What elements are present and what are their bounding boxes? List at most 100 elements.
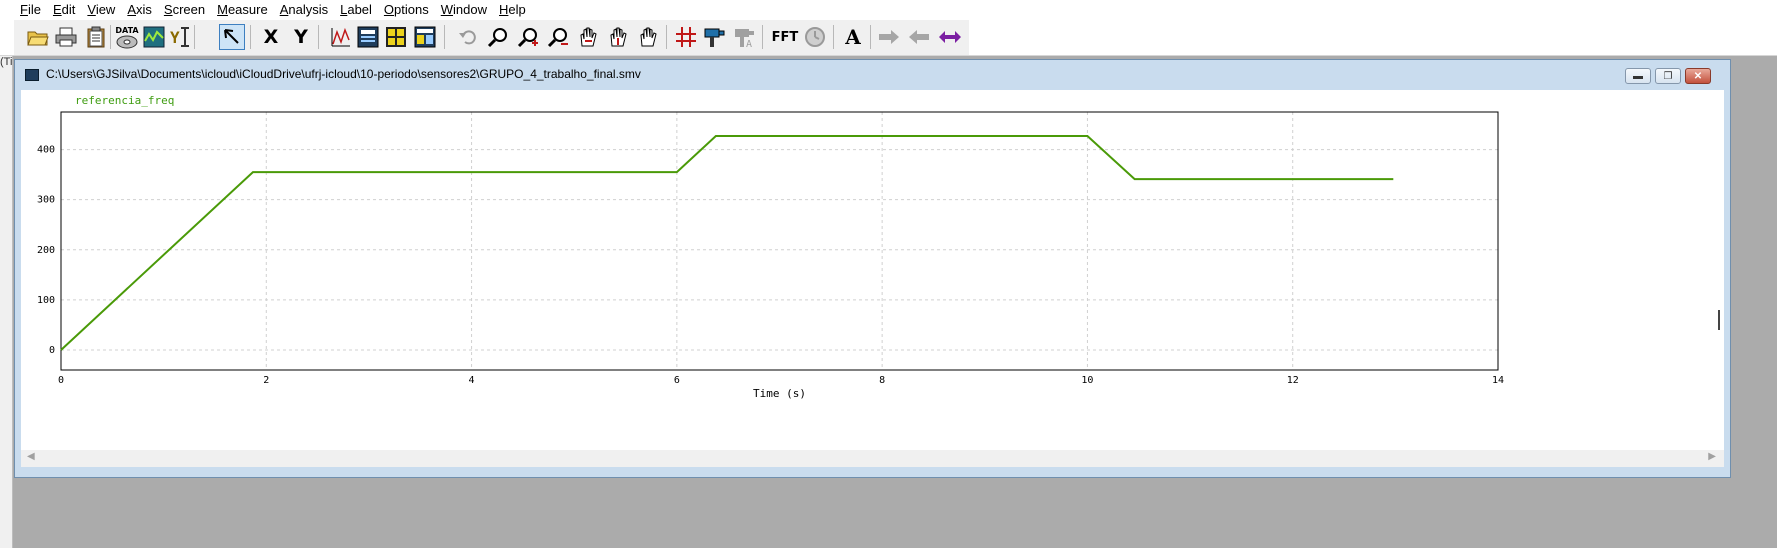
toolbar-separator — [666, 25, 667, 49]
arrow-double-icon[interactable] — [937, 24, 963, 50]
y-axis-label: Y — [294, 26, 308, 48]
menu-screen[interactable]: Screen — [158, 0, 211, 20]
y-tick-label: 0 — [49, 345, 55, 356]
toolbar-separator — [318, 25, 319, 49]
menu-axis-label: xis — [136, 2, 152, 17]
menu-bar: File Edit View Axis Screen Measure Analy… — [0, 0, 1777, 20]
series-legend-label: referencia_freq — [75, 94, 174, 107]
menu-view-mnemonic: V — [87, 2, 96, 17]
crosshair-grid-icon[interactable] — [673, 24, 699, 50]
menu-options-mnemonic: O — [383, 2, 395, 17]
x-axis-label: X — [263, 26, 279, 48]
plot-window: C:\Users\GJSilva\Documents\icloud\iCloud… — [14, 59, 1731, 478]
y-axis-cursor-icon[interactable]: Y — [166, 24, 192, 50]
menu-analysis[interactable]: Analysis — [274, 0, 334, 20]
menu-view-label: iew — [95, 2, 116, 17]
fft-button[interactable]: FFT — [768, 24, 802, 50]
restore-button[interactable]: ❐ — [1655, 68, 1681, 84]
undo-zoom-icon[interactable] — [455, 24, 481, 50]
y-tick-label: 100 — [37, 295, 55, 306]
select-pointer-icon[interactable] — [219, 24, 245, 50]
menu-edit[interactable]: Edit — [47, 0, 81, 20]
menu-analysis-mnemonic: A — [279, 2, 289, 17]
toolbar: DATA Y X Y — [0, 20, 1777, 56]
menu-axis[interactable]: Axis — [121, 0, 158, 20]
display-settings-icon[interactable] — [412, 24, 438, 50]
menu-options[interactable]: Options — [378, 0, 435, 20]
menu-measure-label: easure — [227, 2, 268, 17]
menu-screen-label: creen — [172, 2, 206, 17]
toolbar-separator — [110, 25, 111, 49]
pan-hand-icon[interactable] — [635, 24, 661, 50]
y-tick-label: 200 — [37, 245, 55, 256]
menu-screen-mnemonic: S — [163, 2, 173, 17]
window-titlebar[interactable]: C:\Users\GJSilva\Documents\icloud\iCloud… — [15, 60, 1730, 90]
open-folder-icon[interactable] — [25, 24, 51, 50]
menu-edit-label: dit — [61, 2, 76, 17]
print-icon[interactable] — [53, 24, 79, 50]
clipboard-icon[interactable] — [83, 24, 109, 50]
x-tick-label: 14 — [1492, 375, 1504, 386]
toolbar-separator — [762, 25, 763, 49]
toolbar-separator — [833, 25, 834, 49]
plot-frame — [60, 111, 1499, 371]
arrow-right-disabled-icon[interactable] — [876, 24, 902, 50]
series-line-referencia-freq — [60, 135, 1394, 351]
menu-options-label: ptions — [394, 2, 429, 17]
timer-disabled-icon[interactable] — [802, 24, 828, 50]
curve-icon[interactable] — [327, 24, 353, 50]
disk-icon — [116, 35, 138, 48]
data-disk-button[interactable]: DATA — [114, 24, 140, 50]
minimize-button[interactable]: ▬ — [1625, 68, 1651, 84]
menu-label-label: abel — [347, 2, 372, 17]
menu-help[interactable]: Help — [493, 0, 532, 20]
app-window-icon — [25, 69, 39, 81]
menu-label[interactable]: Label — [334, 0, 378, 20]
restore-icon: ❐ — [1663, 70, 1673, 82]
menu-help-label: elp — [508, 2, 526, 17]
plot-area[interactable]: 0 2 4 6 8 10 12 14 0 100 200 300 400 referencia_freq… — [21, 90, 1724, 450]
menu-file[interactable]: File — [0, 0, 47, 20]
waveform-icon[interactable] — [141, 24, 167, 50]
text-label-button[interactable]: A — [840, 24, 866, 50]
data-label: DATA — [115, 25, 139, 35]
y-tick-label: 300 — [37, 195, 55, 206]
zoom-out-icon[interactable] — [545, 24, 571, 50]
x-tick-label: 2 — [263, 375, 269, 386]
menu-analysis-label: nalysis — [288, 2, 329, 17]
horizontal-scrollbar[interactable]: ◀ ▶ — [21, 450, 1724, 467]
y-axis-button[interactable]: Y — [288, 24, 314, 50]
pan-red-hand-icon[interactable] — [575, 24, 601, 50]
scroll-left-icon[interactable]: ◀ — [27, 451, 35, 462]
x-axis-title: Time (s) — [753, 387, 806, 400]
series-layer — [60, 135, 1394, 351]
x-tick-label: 6 — [674, 375, 680, 386]
menu-axis-mnemonic: A — [127, 2, 136, 17]
x-axis-button[interactable]: X — [258, 24, 284, 50]
x-tick-label: 8 — [879, 375, 885, 386]
menu-measure[interactable]: Measure — [211, 0, 274, 20]
left-stub-text: (Ti — [0, 56, 13, 68]
zoom-in-icon[interactable] — [515, 24, 541, 50]
probe-cursor-icon[interactable] — [701, 24, 727, 50]
grid-layer — [61, 112, 1498, 370]
mdi-left-strip: (Ti — [0, 20, 13, 548]
chart-svg: 0 2 4 6 8 10 12 14 0 100 200 300 400 referencia_freq… — [37, 94, 1504, 400]
menu-window-mnemonic: W — [440, 2, 454, 17]
menu-measure-mnemonic: M — [217, 2, 228, 17]
menu-edit-mnemonic: E — [52, 2, 62, 17]
zoom-icon[interactable] — [485, 24, 511, 50]
scroll-right-icon[interactable]: ▶ — [1708, 451, 1716, 462]
grid-layout-icon[interactable] — [383, 24, 409, 50]
pan-vertical-hand-icon[interactable] — [605, 24, 631, 50]
toolbar-separator — [250, 25, 251, 49]
probe-label-disabled-icon[interactable]: A — [731, 24, 757, 50]
menu-window[interactable]: Window — [435, 0, 493, 20]
text-label-glyph: A — [845, 25, 861, 49]
svg-text:A: A — [746, 39, 752, 48]
data-table-icon[interactable] — [355, 24, 381, 50]
menu-view[interactable]: View — [81, 0, 121, 20]
arrow-left-disabled-icon[interactable] — [906, 24, 932, 50]
close-button[interactable]: ✕ — [1685, 68, 1711, 84]
resize-grip[interactable] — [1718, 310, 1720, 330]
